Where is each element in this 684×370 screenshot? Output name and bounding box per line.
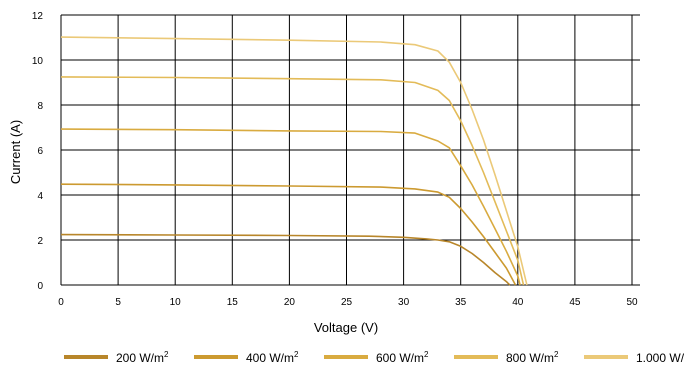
legend-label: 400 W/m2	[246, 350, 299, 365]
series-line-5	[60, 36, 528, 286]
legend-item: 600 W/m2	[324, 350, 429, 365]
y-tick-label: 10	[32, 56, 44, 67]
x-tick-label: 25	[341, 297, 353, 308]
x-tick-label: 35	[455, 297, 467, 308]
y-tick-label: 0	[37, 281, 43, 292]
y-tick-label: 12	[32, 11, 44, 22]
legend-item: 400 W/m2	[194, 350, 299, 365]
y-tick-label: 8	[37, 101, 43, 112]
legend-item: 200 W/m2	[64, 350, 169, 365]
series-lines	[60, 36, 528, 286]
x-tick-label: 20	[284, 297, 296, 308]
x-tick-label: 30	[398, 297, 410, 308]
x-tick-label: 15	[227, 297, 239, 308]
legend-item: 800 W/m2	[454, 350, 559, 365]
y-axis-label: Current (A)	[8, 120, 23, 184]
x-tick-label: 0	[58, 297, 64, 308]
series-line-1	[60, 233, 511, 286]
x-tick-label: 50	[626, 297, 638, 308]
legend: 200 W/m2 400 W/m2 600 W/m2 800 W/m2 1.000 W/…	[64, 350, 684, 365]
x-tick-label: 45	[569, 297, 581, 308]
x-axis-ticks: 0 5 10 15 20 25 30 35 40 45 50	[58, 297, 638, 308]
legend-label: 600 W/m2	[376, 350, 429, 365]
legend-item: 1.000 W/m2	[584, 350, 684, 365]
x-tick-label: 40	[512, 297, 524, 308]
y-tick-label: 6	[37, 146, 43, 157]
x-tick-label: 5	[115, 297, 121, 308]
series-line-3	[60, 128, 521, 286]
grid	[60, 14, 640, 286]
legend-label: 800 W/m2	[506, 350, 559, 365]
y-tick-label: 4	[37, 191, 43, 202]
x-tick-label: 10	[170, 297, 182, 308]
legend-label: 1.000 W/m2	[636, 350, 684, 365]
series-line-4	[60, 76, 525, 286]
y-tick-label: 2	[37, 236, 43, 247]
legend-label: 200 W/m2	[116, 350, 169, 365]
y-axis-ticks: 0 2 4 6 8 10 12	[32, 11, 44, 292]
series-line-2	[60, 183, 517, 286]
x-axis-label: Voltage (V)	[314, 320, 378, 335]
